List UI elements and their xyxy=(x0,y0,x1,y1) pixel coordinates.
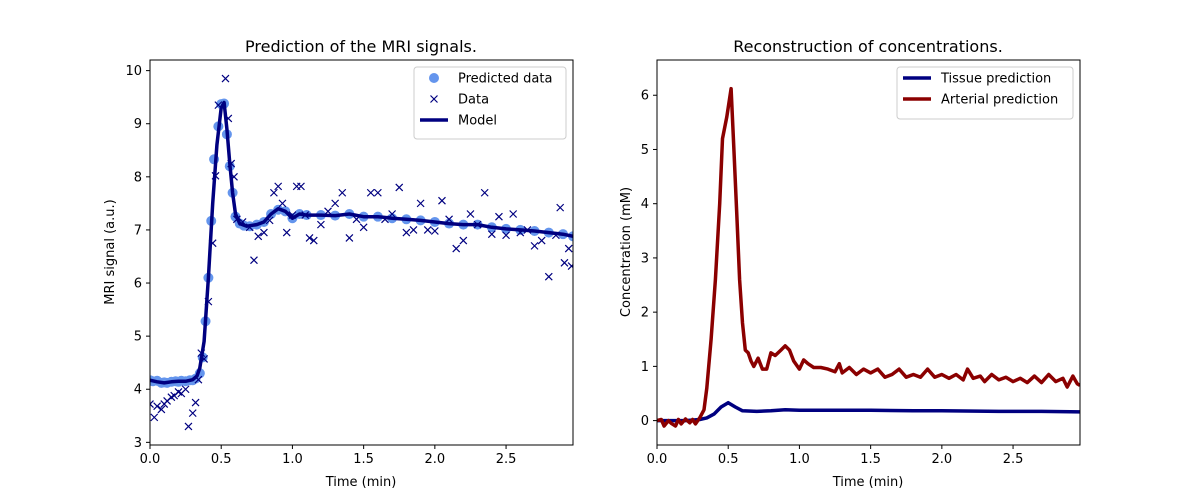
data-point xyxy=(153,402,162,411)
y-tick-label: 8 xyxy=(134,170,142,185)
y-tick-label: 4 xyxy=(134,383,142,398)
concentration-chart: Reconstruction of concentrations. 0.0 0.5… xyxy=(619,37,1081,490)
y-tick-label: 5 xyxy=(134,330,142,345)
data-point xyxy=(305,233,314,242)
y-tick-label: 1 xyxy=(641,360,649,375)
data-point xyxy=(423,226,432,234)
data-point xyxy=(188,409,197,418)
y-tick-label: 0 xyxy=(641,414,649,429)
data-point xyxy=(459,236,468,245)
y-tick-label: 6 xyxy=(134,277,142,292)
legend-label: Predicted data xyxy=(458,72,552,87)
data-point xyxy=(438,196,446,205)
x-axis-label: Time (min) xyxy=(832,475,904,490)
data-point xyxy=(564,244,573,253)
y-tick-label: 9 xyxy=(134,117,142,132)
x-tick-label: 1.0 xyxy=(789,452,810,467)
data-point xyxy=(556,203,565,212)
data-point xyxy=(309,236,318,245)
data-point xyxy=(567,262,573,270)
x-tick-label: 2.0 xyxy=(425,452,446,467)
x-tick-label: 1.5 xyxy=(860,452,881,467)
data-point xyxy=(544,272,553,281)
data-point xyxy=(150,413,159,422)
legend-swatch xyxy=(429,73,439,83)
legend-label: Arterial prediction xyxy=(941,93,1058,108)
data-point xyxy=(278,199,287,208)
data-point xyxy=(373,188,382,197)
data-point xyxy=(480,188,489,197)
legend-label: Data xyxy=(458,93,489,108)
x-tick-label: 2.5 xyxy=(1003,452,1024,467)
y-tick-label: 7 xyxy=(134,223,142,238)
data-point xyxy=(409,226,418,234)
plot-frame xyxy=(656,59,1081,446)
data-point xyxy=(359,223,368,232)
y-axis-label: MRI signal (a.u.) xyxy=(103,199,118,304)
data-point xyxy=(366,188,375,197)
data-point xyxy=(221,74,230,83)
data-point xyxy=(331,199,340,208)
x-tick-label: 0.5 xyxy=(718,452,739,467)
data-point xyxy=(150,400,154,409)
series-line xyxy=(150,100,573,385)
y-tick-label: 2 xyxy=(641,306,649,321)
data-point xyxy=(537,236,546,245)
data-point xyxy=(269,188,278,197)
x-axis-label: Time (min) xyxy=(325,475,397,490)
data-point xyxy=(274,182,283,191)
x-tick-label: 2.0 xyxy=(932,452,953,467)
data-point xyxy=(395,183,404,192)
data-point xyxy=(191,398,200,407)
x-tick-label: 0.0 xyxy=(647,452,668,467)
data-point xyxy=(560,258,569,267)
data-point xyxy=(487,230,496,239)
x-tick-label: 1.0 xyxy=(282,452,303,467)
data-point xyxy=(466,210,475,218)
y-tick-label: 3 xyxy=(134,436,142,451)
y-tick-label: 5 xyxy=(641,143,649,158)
data-point xyxy=(282,228,291,237)
plot-frame xyxy=(149,59,574,446)
legend: Tissue prediction Arterial prediction xyxy=(896,66,1074,120)
chart-title: Reconstruction of concentrations. xyxy=(733,37,1003,56)
data-point xyxy=(297,182,305,191)
data-point xyxy=(184,422,193,431)
legend-swatch xyxy=(430,95,438,103)
y-tick-label: 10 xyxy=(125,64,142,79)
legend-label: Model xyxy=(458,114,497,129)
y-tick-label: 4 xyxy=(641,197,649,212)
data-point xyxy=(530,241,539,250)
data-point xyxy=(316,220,325,229)
data-point xyxy=(345,233,354,242)
y-tick-label: 3 xyxy=(641,251,649,266)
legend: Predicted data Data Model xyxy=(413,66,567,140)
data-point xyxy=(452,244,461,253)
data-point xyxy=(430,227,439,235)
series-line xyxy=(657,86,1080,428)
data-point xyxy=(502,231,510,240)
data-point xyxy=(495,212,503,221)
data-point xyxy=(338,188,347,197)
mri-signal-chart: Prediction of the MRI signals. 0.0 0.5 1.0… xyxy=(103,37,574,490)
data-point xyxy=(402,228,411,237)
x-tick-label: 1.5 xyxy=(353,452,374,467)
y-axis-label: Concentration (mM) xyxy=(619,187,634,317)
legend-label: Tissue prediction xyxy=(940,72,1051,87)
series-line xyxy=(657,400,1080,423)
y-tick-label: 6 xyxy=(641,89,649,104)
data-point xyxy=(254,232,263,241)
data-point xyxy=(260,228,268,237)
x-tick-label: 0.0 xyxy=(140,452,161,467)
data-point xyxy=(250,256,258,265)
data-point xyxy=(181,385,190,394)
x-tick-label: 0.5 xyxy=(211,452,232,467)
data-point xyxy=(509,210,518,218)
data-point xyxy=(157,405,166,414)
chart-title: Prediction of the MRI signals. xyxy=(245,37,477,56)
x-tick-label: 2.5 xyxy=(496,452,517,467)
data-point xyxy=(416,199,425,208)
